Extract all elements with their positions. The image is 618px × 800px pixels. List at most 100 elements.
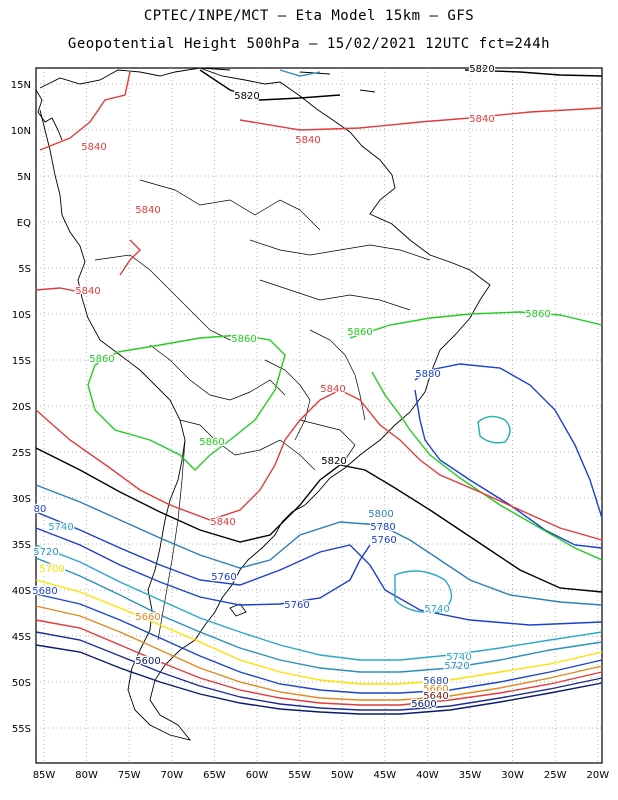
longitude-tick-labels: 85W 80W 75W 70W 65W 60W 55W 50W 45W 40W 35W 30W 25W 2… (33, 770, 610, 781)
contour-label: 5840 (320, 384, 345, 395)
latitude-tick-label: 5N (17, 172, 31, 183)
contour-5860-east (349, 311, 603, 339)
map-title-line-1: CPTEC/INPE/MCT – Eta Model 15km – GFS (143, 8, 475, 24)
map-title-line-2: Geopotential Height 500hPa – 15/02/2021 … (67, 36, 551, 52)
contour-label: 5760 (371, 535, 396, 546)
contour-5680 (35, 593, 603, 694)
longitude-tick-label: 65W (203, 770, 226, 781)
contour-label: 5820 (321, 456, 346, 467)
contour-5840-south (35, 389, 603, 541)
longitude-tick-label: 45W (373, 770, 396, 781)
longitude-tick-label: 60W (246, 770, 269, 781)
contour-5600 (35, 644, 603, 715)
contour-label: 5720 (33, 547, 58, 558)
coastlines (35, 67, 491, 741)
contour-label: 5740 (446, 652, 471, 663)
longitude-tick-label: 50W (331, 770, 354, 781)
contour-label: 5640 (423, 691, 448, 702)
contour-label: 5820 (234, 91, 259, 102)
longitude-tick-label: 80W (75, 770, 98, 781)
contour-label: 5600 (135, 656, 160, 667)
contour-5800 (35, 484, 603, 606)
contour-label: 5740 (48, 522, 73, 533)
central-america-coastline (35, 89, 63, 141)
contour-label: 5600 (411, 699, 436, 710)
plot-frame (35, 67, 603, 764)
longitude-tick-label: 35W (459, 770, 482, 781)
contour-label: 5860 (199, 437, 224, 448)
latitude-tick-label: 15N (11, 80, 31, 91)
contour-5780 (35, 511, 603, 626)
latitude-tick-label: 40S (12, 586, 31, 597)
longitude-tick-label: 70W (160, 770, 183, 781)
latitude-tick-label: 10N (11, 126, 31, 137)
latitude-tick-label: 30S (12, 494, 31, 505)
contour-5880 (414, 363, 603, 519)
latitude-tick-label: 45S (12, 632, 31, 643)
contour-5720 (35, 557, 603, 673)
contour-label: 5720 (444, 661, 469, 672)
contour-label: 5860 (231, 334, 256, 345)
contour-label: 5780 (370, 522, 395, 533)
longitude-tick-label: 30W (501, 770, 524, 781)
contour-5700 (35, 579, 603, 685)
contour-5860-south (371, 371, 603, 561)
contour-label: 5840 (469, 114, 494, 125)
latitude-tick-labels: 15N 10N 5N EQ 5S 10S 15S 20S 25S 30S 35S 40S 45S 50S 5… (11, 80, 31, 735)
contour-5660 (35, 605, 603, 701)
contour-label: 5860 (89, 354, 114, 365)
latitude-tick-label: 20S (12, 402, 31, 413)
contour-5740-loop (394, 570, 453, 614)
contour-5820 (35, 447, 603, 593)
contour-5840-north (39, 71, 603, 151)
longitude-tick-label: 20W (586, 770, 609, 781)
country-borders (94, 179, 431, 641)
latitude-tick-label: 5S (18, 264, 31, 275)
latitude-tick-label: 25S (12, 448, 31, 459)
longitude-tick-label: 75W (118, 770, 141, 781)
contour-label: 5840 (81, 142, 106, 153)
contour-label: 5760 (284, 600, 309, 611)
contour-label: 5660 (423, 684, 448, 695)
contour-label: 5760 (211, 572, 236, 583)
longitude-tick-label: 40W (416, 770, 439, 781)
contour-5640 (35, 619, 603, 706)
contour-teal-north (279, 69, 321, 77)
contour-label: 5800 (368, 509, 393, 520)
contour-label: 5660 (135, 612, 160, 623)
latitude-tick-label: 50S (12, 678, 31, 689)
contour-5860-west (87, 334, 286, 471)
contour-labels: 5820 5820 5840 5840 5840 5840 5840 5840 5840 5860… (31, 63, 552, 712)
contour-5760 (35, 527, 371, 606)
longitude-tick-label: 85W (33, 770, 56, 781)
contour-label: 5820 (469, 64, 494, 75)
contour-label: 5840 (135, 205, 160, 216)
contour-label: 5840 (295, 135, 320, 146)
latitude-tick-label: 55S (12, 724, 31, 735)
longitude-tick-label: 25W (544, 770, 567, 781)
latitude-tick-label: EQ (17, 218, 31, 229)
contour-label: 5680 (32, 586, 57, 597)
contour-label: 5840 (210, 517, 235, 528)
contour-lines (35, 69, 603, 715)
contour-5740 (35, 544, 603, 661)
graticule (36, 68, 602, 763)
falkland-islands (229, 603, 247, 617)
contour-label: 5740 (424, 604, 449, 615)
contour-5900 (477, 415, 511, 444)
south-america-coastline (39, 67, 491, 741)
contour-5880-west (414, 389, 603, 549)
latitude-tick-label: 15S (12, 356, 31, 367)
contour-label: 80 (34, 504, 47, 515)
latitude-tick-label: 35S (12, 540, 31, 551)
contour-label: 5860 (347, 327, 372, 338)
contour-5820-north (199, 69, 603, 101)
contour-5620 (35, 631, 603, 711)
contour-label: 5700 (39, 564, 64, 575)
contour-5840-coast (35, 239, 141, 293)
longitude-tick-label: 55W (288, 770, 311, 781)
contour-label: 5680 (423, 676, 448, 687)
latitude-tick-label: 10S (12, 310, 31, 321)
contour-label: 5840 (75, 286, 100, 297)
contour-label: 5860 (525, 309, 550, 320)
